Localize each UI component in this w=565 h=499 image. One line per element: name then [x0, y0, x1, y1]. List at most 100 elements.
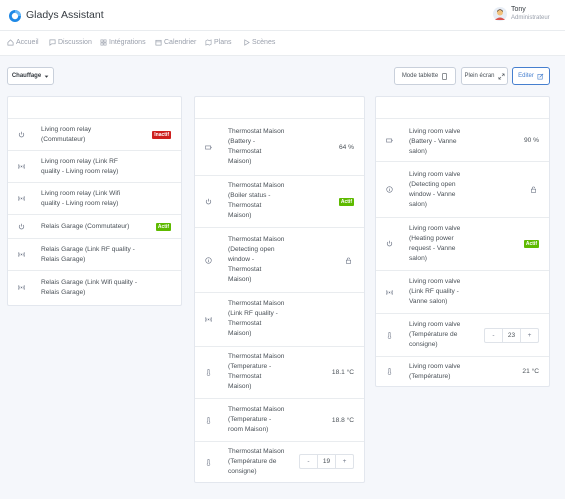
tablet-icon — [442, 72, 448, 80]
info-icon — [205, 257, 212, 264]
message-icon — [49, 39, 56, 46]
device-label: Thermostat Maison (Température de consigne… — [228, 448, 285, 475]
device-value: 64 % — [338, 144, 354, 151]
battery-icon — [386, 137, 393, 144]
device-label: Living room relay (Commutateur) — [41, 126, 92, 143]
edit-label: Editer — [518, 73, 534, 79]
device-row: Living room relay (Link RF quality - Livi… — [8, 151, 181, 183]
power-icon — [386, 240, 393, 247]
device-label: Thermostat Maison (Battery - Thermostat Mai… — [228, 128, 285, 165]
device-row: Living room valve (Battery - Vanne salon) … — [376, 119, 549, 162]
lock-icon — [530, 186, 537, 193]
signal-icon — [18, 284, 25, 291]
device-label: Living room valve (Link RF quality - Vanne… — [409, 278, 461, 305]
tablet-mode-label: Mode tablette — [401, 73, 439, 79]
nav-calendrier[interactable]: Calendrier — [155, 39, 196, 46]
dashboard-card-1: Living room relay (Commutateur) Inactif L… — [7, 96, 182, 306]
signal-icon — [18, 163, 25, 170]
nav-label: Calendrier — [164, 39, 197, 46]
device-row: Relais Garage (Commutateur) Actif — [8, 215, 181, 239]
user-name[interactable]: Tony — [511, 6, 526, 13]
edit-button[interactable]: Editer — [512, 67, 550, 85]
device-row: Thermostat Maison (Temperature - Thermosta… — [195, 347, 364, 399]
device-row: Thermostat Maison (Température de consigne… — [195, 442, 364, 482]
tablet-mode-button[interactable]: Mode tablette — [394, 67, 456, 85]
setpoint-stepper[interactable]: - 19 + — [299, 454, 354, 469]
device-label: Thermostat Maison (Temperature - room Mais… — [228, 406, 285, 433]
nav-label: Scènes — [252, 39, 276, 46]
device-row: Living room valve (Detecting open window -… — [376, 162, 549, 218]
device-row: Thermostat Maison (Detecting open window -… — [195, 228, 364, 293]
caret-down-icon — [44, 75, 49, 78]
gladys-logo-icon[interactable] — [8, 9, 22, 23]
device-row: Thermostat Maison (Temperature - room Mais… — [195, 399, 364, 442]
device-row: Thermostat Maison (Boiler status - Thermos… — [195, 176, 364, 228]
main-nav: Accueil Discussion Intégrations Calendri… — [0, 31, 565, 56]
nav-scenes[interactable]: Scènes — [243, 39, 275, 46]
play-icon — [244, 39, 250, 46]
device-row: Living room valve (Température de consigne… — [376, 314, 549, 357]
card-header — [376, 97, 549, 119]
dashboard-card-2: Thermostat Maison (Battery - Thermostat Mai… — [194, 96, 365, 483]
device-label: Relais Garage (Link RF quality - Relais G… — [41, 246, 135, 263]
avatar[interactable] — [493, 7, 507, 21]
info-icon — [386, 186, 393, 193]
fullscreen-button[interactable]: Plein écran — [461, 67, 508, 85]
device-row: Relais Garage (Link RF quality - Relais G… — [8, 239, 181, 271]
decrement-button[interactable]: - — [492, 332, 495, 339]
app-title[interactable]: Gladys Assistant — [26, 9, 104, 21]
device-row: Thermostat Maison (Battery - Thermostat Mai… — [195, 119, 364, 176]
nav-plans[interactable]: Plans — [205, 39, 232, 46]
setpoint-stepper[interactable]: - 23 + — [484, 328, 539, 343]
device-label: Living room valve (Heating power request -… — [409, 225, 461, 262]
card-header — [195, 97, 364, 119]
thermometer-icon — [386, 332, 393, 339]
nav-discussion[interactable]: Discussion — [49, 39, 92, 46]
nav-integrations[interactable]: Intégrations — [100, 39, 146, 46]
device-label: Thermostat Maison (Link RF quality - Therm… — [228, 300, 285, 337]
device-value: 90 % — [523, 137, 539, 144]
setpoint-value[interactable]: 19 — [317, 455, 336, 468]
status-badge: Inactif — [152, 131, 171, 139]
setpoint-value[interactable]: 23 — [502, 329, 521, 342]
power-icon — [205, 198, 212, 205]
device-row: Living room valve (Heating power request -… — [376, 218, 549, 271]
device-row: Living room valve (Température) 21 °C — [376, 357, 549, 387]
device-row: Living room relay (Commutateur) Inactif — [8, 119, 181, 151]
status-badge: Actif — [523, 240, 539, 248]
device-label: Relais Garage (Link Wifi quality - Relais… — [41, 279, 138, 296]
device-label: Living room valve (Battery - Vanne salon) — [409, 128, 461, 155]
room-select-label: Chauffage — [11, 73, 42, 79]
nav-label: Accueil — [16, 39, 39, 46]
signal-icon — [18, 195, 25, 202]
battery-icon — [205, 144, 212, 151]
fullscreen-label: Plein écran — [464, 73, 495, 79]
thermometer-icon — [205, 369, 212, 376]
status-badge: Actif — [338, 198, 354, 206]
signal-icon — [18, 251, 25, 258]
card-header — [8, 97, 181, 119]
home-icon — [7, 39, 14, 46]
room-select[interactable]: Chauffage — [7, 67, 54, 85]
device-label: Thermostat Maison (Temperature - Thermosta… — [228, 353, 285, 390]
device-row: Living room valve (Link RF quality - Vanne… — [376, 271, 549, 314]
device-row: Living room relay (Link Wifi quality - Li… — [8, 183, 181, 215]
device-label: Living room relay (Link RF quality - Livi… — [41, 158, 119, 175]
device-label: Living room relay (Link Wifi quality - Li… — [41, 190, 121, 207]
nav-accueil[interactable]: Accueil — [7, 39, 39, 46]
lock-icon — [345, 257, 352, 264]
device-label: Living room valve (Température) — [409, 363, 461, 380]
decrement-button[interactable]: - — [307, 458, 310, 465]
increment-button[interactable]: + — [527, 332, 532, 339]
grid-icon — [100, 39, 107, 46]
calendar-icon — [155, 39, 162, 46]
power-icon — [18, 223, 25, 230]
thermometer-icon — [205, 459, 212, 466]
thermometer-icon — [386, 368, 393, 375]
thermometer-icon — [205, 417, 212, 424]
map-icon — [205, 39, 212, 46]
dashboard-card-3: Living room valve (Battery - Vanne salon) … — [375, 96, 550, 387]
device-label: Thermostat Maison (Boiler status - Thermos… — [228, 182, 285, 219]
increment-button[interactable]: + — [342, 458, 347, 465]
signal-icon — [205, 316, 212, 323]
